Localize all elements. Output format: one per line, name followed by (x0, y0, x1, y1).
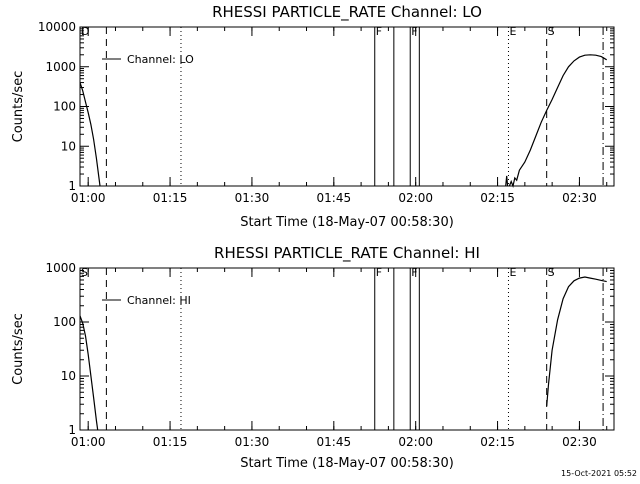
event-marker-label-1-2: F (376, 266, 382, 279)
y-tick-label-1: 100 (53, 315, 76, 329)
y-tick-label-0: 10 (61, 139, 76, 153)
corner-flag-1: S (81, 266, 88, 279)
legend-label-1: Channel: HI (127, 294, 191, 307)
y-tick-label-0: 10000 (38, 20, 76, 34)
x-tick-label-1: 02:30 (562, 435, 597, 449)
x-tick-label-1: 01:30 (235, 435, 270, 449)
series-line-0-0-0 (79, 82, 101, 187)
series-line-0-0-1 (505, 175, 509, 187)
y-tick-label-1: 1 (68, 423, 76, 437)
y-tick-label-0: 1 (68, 179, 76, 193)
x-tick-label-1: 01:45 (317, 435, 352, 449)
x-tick-label-0: 01:30 (235, 191, 270, 205)
event-marker-label-1-6: E (509, 266, 516, 279)
x-tick-label-1: 01:00 (71, 435, 106, 449)
y-axis-label-0: Counts/sec (11, 71, 26, 143)
x-tick-label-0: 02:00 (398, 191, 433, 205)
plot-frame-1 (79, 267, 615, 431)
series-line-0-0-2 (508, 54, 608, 189)
legend-label-0: Channel: LO (127, 53, 194, 66)
x-tick-label-0: 01:15 (153, 191, 188, 205)
event-marker-label-0-6: E (509, 25, 516, 38)
y-tick-label-0: 1000 (45, 60, 76, 74)
series-line-1-0-0 (79, 315, 99, 431)
event-marker-label-0-4: F (411, 25, 417, 38)
corner-flag-0: D (81, 25, 89, 38)
y-tick-label-1: 10 (61, 369, 76, 383)
x-tick-label-1: 02:00 (398, 435, 433, 449)
x-tick-label-1: 01:15 (153, 435, 188, 449)
y-axis-label-1: Counts/sec (11, 313, 26, 385)
series-line-1-0-1 (546, 276, 607, 406)
x-axis-label-1: Start Time (18-May-07 00:58:30) (240, 456, 454, 471)
x-tick-label-0: 01:00 (71, 191, 106, 205)
x-axis-label-0: Start Time (18-May-07 00:58:30) (240, 215, 454, 230)
x-tick-label-0: 02:15 (480, 191, 515, 205)
event-marker-label-1-7: S (548, 266, 555, 279)
event-marker-label-1-4: F (411, 266, 417, 279)
event-marker-label-0-7: S (548, 25, 555, 38)
y-tick-label-1: 1000 (45, 261, 76, 275)
y-tick-label-0: 100 (53, 100, 76, 114)
timestamp-footer: 15-Oct-2021 05:52 (561, 469, 637, 478)
x-tick-label-0: 02:30 (562, 191, 597, 205)
plot-frame-0 (79, 26, 615, 187)
x-tick-label-1: 02:15 (480, 435, 515, 449)
event-marker-label-0-2: F (376, 25, 382, 38)
x-tick-label-0: 01:45 (317, 191, 352, 205)
chart-title-0: RHESSI PARTICLE_RATE Channel: LO (212, 3, 482, 22)
chart-title-1: RHESSI PARTICLE_RATE Channel: HI (214, 244, 480, 263)
